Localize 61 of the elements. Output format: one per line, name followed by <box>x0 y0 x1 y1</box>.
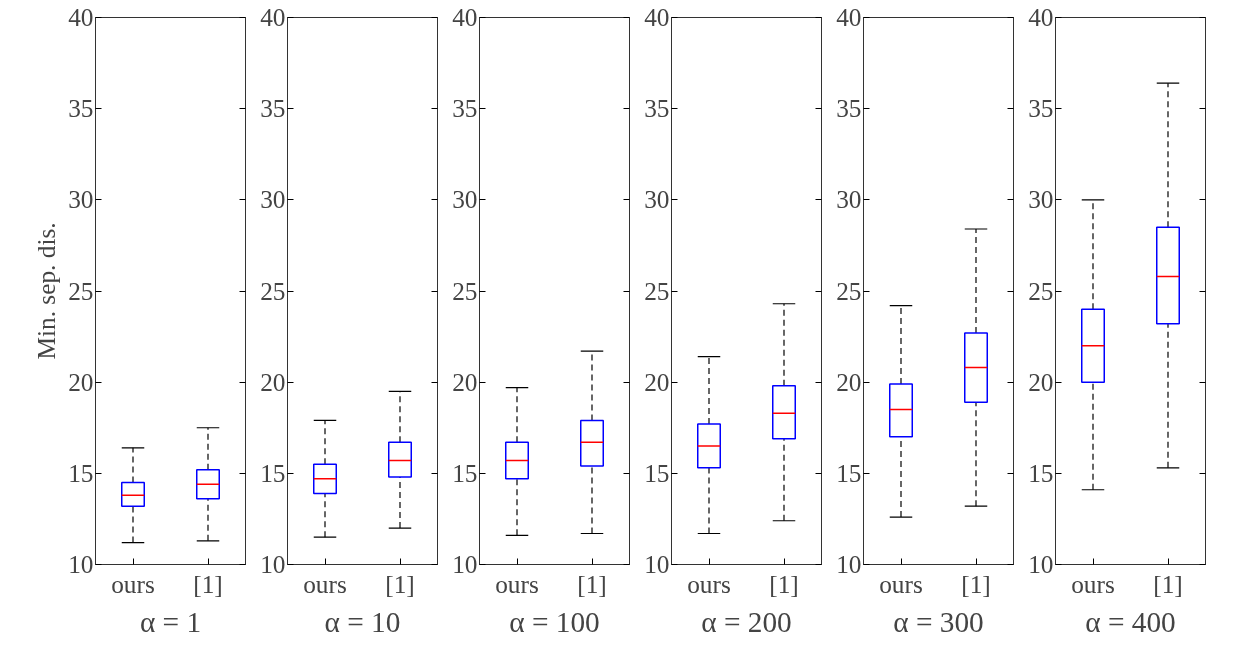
y-tick-label: 15 <box>1028 458 1054 487</box>
y-tick-label: 30 <box>260 185 286 214</box>
y-tick-label: 10 <box>1028 550 1054 578</box>
y-tick-label: 35 <box>1028 94 1054 123</box>
y-tick-label: 40 <box>644 3 670 31</box>
x-tick-label: [1] <box>769 569 799 598</box>
y-tick-label: 40 <box>452 3 478 31</box>
y-tick-label: 15 <box>836 458 862 487</box>
y-tick-label: 15 <box>452 458 478 487</box>
y-tick-label: 20 <box>68 367 94 396</box>
y-tick-label: 15 <box>644 458 670 487</box>
y-tick-label: 40 <box>68 3 94 31</box>
y-tick-label: 10 <box>644 550 670 578</box>
y-tick-label: 30 <box>1028 185 1054 214</box>
x-tick-label: ours <box>1071 569 1115 598</box>
y-tick-label: 15 <box>68 458 94 487</box>
y-tick-label: 25 <box>260 276 286 305</box>
y-tick-label: 20 <box>836 367 862 396</box>
y-tick-label: 35 <box>260 94 286 123</box>
x-axis-title: α = 1 <box>139 605 202 638</box>
y-axis-title: Min. sep. dis. <box>32 222 61 360</box>
x-tick-label: [1] <box>577 569 607 598</box>
x-tick-label: ours <box>495 569 539 598</box>
y-tick-label: 10 <box>836 550 862 578</box>
y-tick-label: 40 <box>260 3 286 31</box>
x-tick-label: [1] <box>1153 569 1183 598</box>
y-tick-label: 30 <box>452 185 478 214</box>
x-tick-label: [1] <box>385 569 415 598</box>
y-tick-label: 25 <box>644 276 670 305</box>
y-tick-label: 35 <box>68 94 94 123</box>
x-tick-label: ours <box>111 569 155 598</box>
y-tick-label: 30 <box>68 185 94 214</box>
y-tick-label: 20 <box>260 367 286 396</box>
x-axis-title: α = 300 <box>893 605 984 638</box>
x-axis-title: α = 10 <box>324 605 401 638</box>
y-tick-label: 35 <box>644 94 670 123</box>
x-tick-label: ours <box>303 569 347 598</box>
y-tick-label: 35 <box>836 94 862 123</box>
y-tick-label: 10 <box>260 550 286 578</box>
y-tick-label: 30 <box>644 185 670 214</box>
y-tick-label: 15 <box>260 458 286 487</box>
y-tick-label: 35 <box>452 94 478 123</box>
y-tick-label: 20 <box>644 367 670 396</box>
y-tick-label: 25 <box>836 276 862 305</box>
y-tick-label: 25 <box>1028 276 1054 305</box>
x-tick-label: [1] <box>193 569 223 598</box>
x-axis-title: α = 400 <box>1085 605 1176 638</box>
x-axis-title: α = 100 <box>509 605 600 638</box>
y-tick-label: 10 <box>68 550 94 578</box>
y-tick-label: 25 <box>68 276 94 305</box>
x-tick-label: ours <box>879 569 923 598</box>
y-tick-label: 20 <box>452 367 478 396</box>
y-tick-label: 30 <box>836 185 862 214</box>
y-tick-label: 25 <box>452 276 478 305</box>
y-tick-label: 40 <box>1028 3 1054 31</box>
y-tick-label: 40 <box>836 3 862 31</box>
y-tick-label: 10 <box>452 550 478 578</box>
x-tick-label: ours <box>687 569 731 598</box>
x-tick-label: [1] <box>961 569 991 598</box>
x-axis-title: α = 200 <box>701 605 792 638</box>
y-tick-label: 20 <box>1028 367 1054 396</box>
